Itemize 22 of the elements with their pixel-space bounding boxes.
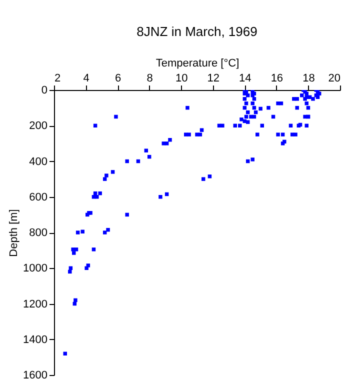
y-tick-label: 600 bbox=[29, 191, 48, 204]
x-tick-label: 6 bbox=[114, 72, 122, 84]
x-tick-label: 2 bbox=[54, 72, 61, 84]
x-tick-label: 16 bbox=[270, 72, 284, 84]
x-tick-label: 20 bbox=[328, 72, 340, 84]
x-axis-title: Temperature [°C] bbox=[156, 58, 240, 70]
y-axis-title: Depth [m] bbox=[8, 209, 20, 257]
y-tick-label: 1000 bbox=[23, 262, 48, 275]
y-tick-label: 400 bbox=[29, 156, 48, 168]
x-tick-label: 8 bbox=[146, 72, 153, 84]
chart-title: 8JNZ in March, 1969 bbox=[136, 24, 258, 39]
x-tick-label: 14 bbox=[239, 72, 252, 84]
y-tick-label: 1200 bbox=[23, 298, 48, 310]
x-tick-label: 4 bbox=[83, 72, 90, 84]
x-tick-label: 10 bbox=[175, 72, 188, 84]
y-tick-label: 1400 bbox=[23, 334, 48, 346]
y-tick-label: 1600 bbox=[23, 370, 48, 382]
x-tick-label: 18 bbox=[302, 72, 315, 84]
y-tick-label: 0 bbox=[41, 84, 48, 96]
y-tick-label: 200 bbox=[29, 120, 48, 132]
x-tick-label: 12 bbox=[207, 72, 220, 84]
y-tick-label: 800 bbox=[29, 227, 48, 239]
